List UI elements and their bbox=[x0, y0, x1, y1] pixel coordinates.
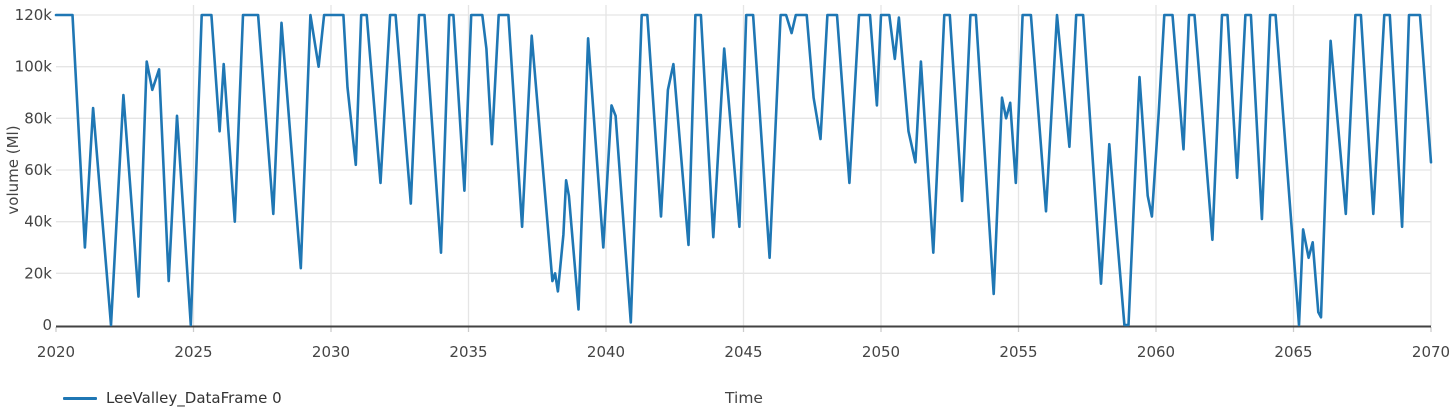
x-tick-label: 2040 bbox=[587, 343, 625, 361]
legend: LeeValley_DataFrame 0 bbox=[63, 389, 282, 407]
x-tick-label: 2055 bbox=[999, 343, 1037, 361]
y-tick-label: 40k bbox=[24, 213, 52, 231]
y-tick-label: 100k bbox=[15, 58, 53, 76]
x-tick-label: 2025 bbox=[174, 343, 212, 361]
x-tick-label: 2045 bbox=[724, 343, 762, 361]
x-tick-label: 2035 bbox=[449, 343, 487, 361]
x-tick-label: 2070 bbox=[1412, 343, 1450, 361]
x-tick-label: 2050 bbox=[862, 343, 900, 361]
x-tick-label: 2060 bbox=[1137, 343, 1175, 361]
y-tick-label: 60k bbox=[24, 161, 52, 179]
x-tick-label: 2065 bbox=[1274, 343, 1312, 361]
x-axis-title: Time bbox=[725, 389, 763, 407]
legend-label: LeeValley_DataFrame 0 bbox=[106, 389, 282, 407]
data-line bbox=[54, 13, 1433, 327]
x-tick-label: 2030 bbox=[312, 343, 350, 361]
x-tick-label: 2020 bbox=[37, 343, 75, 361]
y-tick-label: 20k bbox=[24, 264, 52, 282]
y-tick-label: 80k bbox=[24, 109, 52, 127]
y-tick-label: 0 bbox=[42, 316, 52, 334]
y-axis-title: volume (Ml) bbox=[4, 125, 22, 215]
y-tick-label: 120k bbox=[15, 6, 53, 24]
legend-line-swatch bbox=[63, 396, 97, 400]
